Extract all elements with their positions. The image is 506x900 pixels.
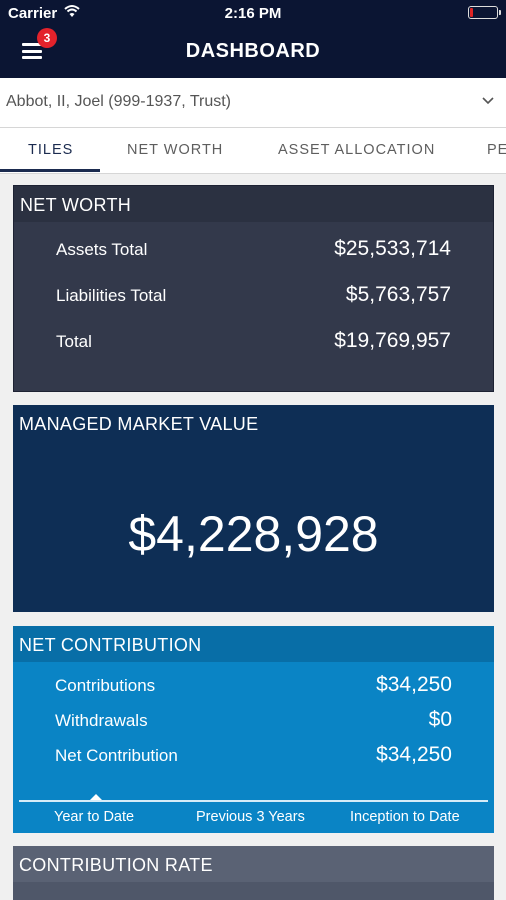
row-value: $34,250 xyxy=(376,673,452,696)
contribution-rate-tile[interactable]: CONTRIBUTION RATE xyxy=(13,846,494,900)
active-tab-indicator xyxy=(0,169,100,172)
battery-level xyxy=(470,8,473,17)
row-value: $5,763,757 xyxy=(345,283,451,306)
tab-tiles[interactable]: TILES xyxy=(28,142,74,158)
net-worth-tile[interactable]: NET WORTH Assets Total $25,533,714 Liabi… xyxy=(13,185,494,392)
hamburger-menu-button[interactable] xyxy=(22,42,44,60)
battery-icon xyxy=(468,6,501,19)
row-value: $0 xyxy=(428,708,452,731)
account-name: Abbot, II, Joel (999-1937, Trust) xyxy=(6,93,232,110)
tab-net-worth[interactable]: NET WORTH xyxy=(127,142,224,158)
row-value: $25,533,714 xyxy=(334,237,451,260)
managed-market-value: $4,228,928 xyxy=(128,506,379,562)
tab-pe[interactable]: PE xyxy=(487,142,506,158)
notification-badge: 3 xyxy=(37,28,57,48)
period-pointer-icon xyxy=(90,794,102,800)
period-year-to-date[interactable]: Year to Date xyxy=(54,809,135,825)
tab-asset-allocation[interactable]: ASSET ALLOCATION xyxy=(278,142,436,158)
chevron-down-icon xyxy=(482,97,494,105)
tile-title: MANAGED MARKET VALUE xyxy=(19,414,259,434)
period-previous-3-years[interactable]: Previous 3 Years xyxy=(196,809,305,825)
row-label: Total xyxy=(56,332,92,351)
row-label: Assets Total xyxy=(56,240,148,259)
carrier-label: Carrier xyxy=(8,5,58,22)
period-inception-to-date[interactable]: Inception to Date xyxy=(350,809,460,825)
row-value: $19,769,957 xyxy=(334,329,451,352)
row-label: Net Contribution xyxy=(55,746,178,765)
status-bar: Carrier 2:16 PM xyxy=(0,0,506,26)
net-contribution-tile[interactable]: NET CONTRIBUTION Contributions $34,250 W… xyxy=(13,626,494,833)
row-label: Contributions xyxy=(55,676,156,695)
app-header: Carrier 2:16 PM 3 DASHBOARD xyxy=(0,0,506,78)
row-label: Liabilities Total xyxy=(56,286,167,305)
tab-bar: TILES NET WORTH ASSET ALLOCATION PE xyxy=(0,128,506,174)
account-selector[interactable]: Abbot, II, Joel (999-1937, Trust) xyxy=(0,78,506,128)
period-slider-track[interactable] xyxy=(19,800,488,802)
tile-title: NET WORTH xyxy=(14,186,493,222)
row-value: $34,250 xyxy=(376,743,452,766)
page-title: DASHBOARD xyxy=(185,40,321,62)
status-time: 2:16 PM xyxy=(224,5,282,22)
tile-title: CONTRIBUTION RATE xyxy=(13,846,494,882)
wifi-icon xyxy=(64,5,80,17)
managed-market-value-tile[interactable]: MANAGED MARKET VALUE $4,228,928 xyxy=(13,405,494,612)
row-label: Withdrawals xyxy=(55,711,148,730)
tile-title: NET CONTRIBUTION xyxy=(13,626,494,662)
